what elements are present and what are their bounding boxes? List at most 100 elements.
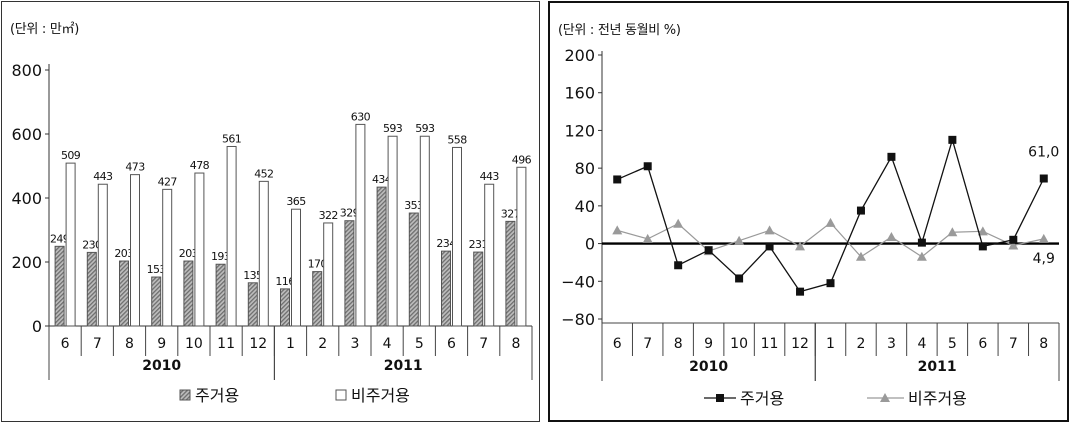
data-point-nonresidential (1008, 240, 1019, 250)
bar-value-label: 231 (469, 238, 488, 251)
month-label: 10 (730, 336, 748, 352)
month-label: 7 (643, 336, 652, 352)
bar-nonresidential (452, 146, 462, 327)
month-label: 9 (157, 336, 166, 352)
bar-value-label: 116 (275, 275, 295, 288)
right-chart-panel: (단위 : 전년 동월비 %) −80 −40 0 40 80 120 160 200 6 7 8 9… (548, 1, 1069, 422)
bar-value-label: 496 (512, 153, 532, 166)
bar-value-label: 365 (286, 195, 306, 208)
data-point-residential (1039, 174, 1048, 183)
month-label: 4 (917, 336, 926, 352)
y-tick-label: 0 (32, 317, 42, 336)
bar-nonresidential (516, 166, 527, 327)
data-point-nonresidential (947, 227, 958, 237)
y-tick-label: −40 (561, 272, 595, 291)
month-label: 7 (93, 336, 102, 352)
month-label: 7 (479, 336, 488, 352)
data-point-nonresidential (916, 251, 927, 261)
bar-residential (183, 260, 194, 327)
month-label: 8 (125, 336, 134, 352)
legend-label-residential: 주거용 (195, 386, 239, 405)
bar-residential (441, 250, 451, 327)
bar-nonresidential (355, 123, 366, 327)
series-line-nonresidential (617, 222, 1044, 258)
month-label: 8 (1039, 336, 1048, 352)
y-tick-label: 80 (575, 159, 595, 178)
bar-nonresidential (323, 222, 334, 327)
bar-value-label: 135 (243, 269, 263, 282)
year-label: 2010 (689, 359, 728, 375)
month-label: 6 (447, 336, 456, 352)
bar-value-label: 452 (254, 167, 273, 180)
month-label: 11 (761, 336, 779, 352)
bar-value-label: 593 (383, 122, 403, 135)
bar-nonresidential (97, 183, 108, 327)
month-label: 10 (185, 336, 203, 352)
bar-value-label: 558 (447, 133, 467, 146)
annotation-label: 61,0 (1028, 145, 1059, 161)
month-label: 8 (674, 336, 683, 352)
data-point-residential (948, 135, 957, 144)
data-point-nonresidential (886, 231, 897, 241)
year-label: 2011 (384, 358, 423, 374)
bar-value-label: 230 (82, 238, 102, 251)
bar-value-label: 434 (372, 173, 392, 186)
data-point-residential (826, 279, 835, 288)
month-label: 4 (383, 336, 392, 352)
data-point-residential (1009, 235, 1018, 244)
data-point-residential (674, 261, 683, 270)
bar-value-label: 329 (340, 207, 360, 220)
bar-value-label: 473 (125, 161, 145, 174)
month-label: 7 (1009, 336, 1018, 352)
legend-swatch-nonresidential (335, 389, 347, 401)
month-label: 2 (857, 336, 866, 352)
bar-value-label: 353 (404, 199, 424, 212)
data-point-residential (735, 274, 744, 283)
data-point-nonresidential (734, 235, 745, 245)
data-point-residential (765, 242, 774, 251)
bar-residential (505, 220, 516, 327)
y-tick-label: 200 (564, 46, 595, 65)
bar-value-label: 593 (415, 122, 435, 135)
bar-value-label: 443 (480, 170, 500, 183)
legend-label-nonresidential: 비주거용 (908, 389, 967, 408)
year-label: 2010 (142, 358, 181, 374)
bar-residential (408, 212, 419, 327)
bar-residential (151, 276, 162, 327)
bar-residential (215, 263, 226, 327)
month-label: 11 (217, 336, 235, 352)
legend-marker-nonresidential (880, 393, 890, 402)
bar-residential (344, 220, 355, 327)
data-point-residential (856, 206, 865, 215)
month-label: 8 (511, 336, 520, 352)
bar-value-label: 249 (50, 232, 70, 245)
month-label: 1 (286, 336, 295, 352)
bar-nonresidential (194, 172, 205, 327)
data-point-nonresidential (825, 217, 836, 227)
bar-value-label: 153 (147, 263, 167, 276)
bar-nonresidential (130, 174, 140, 327)
bar-value-label: 170 (308, 258, 328, 271)
bar-nonresidential (258, 180, 269, 327)
y-tick-label: 40 (575, 197, 595, 216)
right-unit-label: (단위 : 전년 동월비 %) (558, 23, 681, 38)
data-point-residential (917, 238, 926, 247)
y-tick-label: 120 (564, 121, 595, 140)
bar-residential (376, 186, 387, 327)
month-label: 6 (613, 336, 622, 352)
data-point-nonresidential (795, 241, 806, 251)
bar-residential (473, 251, 484, 327)
bar-value-label: 322 (319, 209, 338, 222)
bar-value-label: 509 (61, 149, 81, 162)
y-tick-label: 600 (11, 125, 42, 144)
bar-residential (54, 245, 65, 327)
month-label: 5 (948, 336, 957, 352)
y-tick-label: −80 (561, 310, 595, 329)
bar-nonresidential (65, 162, 76, 327)
bar-nonresidential (291, 208, 301, 327)
y-tick-label: 200 (11, 253, 42, 272)
bar-residential (119, 260, 129, 327)
data-point-residential (613, 175, 622, 184)
